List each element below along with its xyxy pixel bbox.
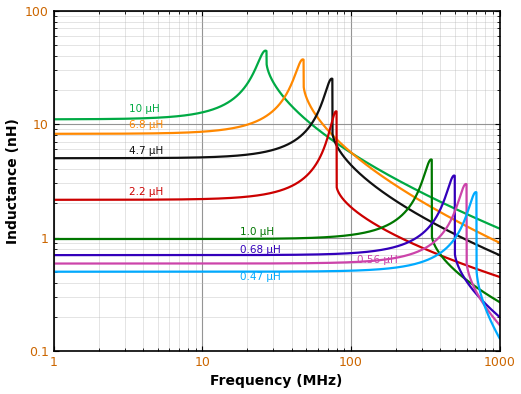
Text: 0.68 μH: 0.68 μH bbox=[240, 245, 281, 255]
Text: 1.0 μH: 1.0 μH bbox=[240, 227, 275, 237]
Text: 6.8 μH: 6.8 μH bbox=[129, 120, 163, 130]
X-axis label: Frequency (MHz): Frequency (MHz) bbox=[210, 374, 343, 388]
Text: 0.56 μH: 0.56 μH bbox=[357, 255, 398, 264]
Text: 0.47 μH: 0.47 μH bbox=[240, 272, 281, 282]
Text: 10 μH: 10 μH bbox=[129, 104, 159, 114]
Text: 2.2 μH: 2.2 μH bbox=[129, 188, 163, 197]
Text: 4.7 μH: 4.7 μH bbox=[129, 146, 163, 156]
Y-axis label: Inductance (nH): Inductance (nH) bbox=[6, 118, 20, 244]
